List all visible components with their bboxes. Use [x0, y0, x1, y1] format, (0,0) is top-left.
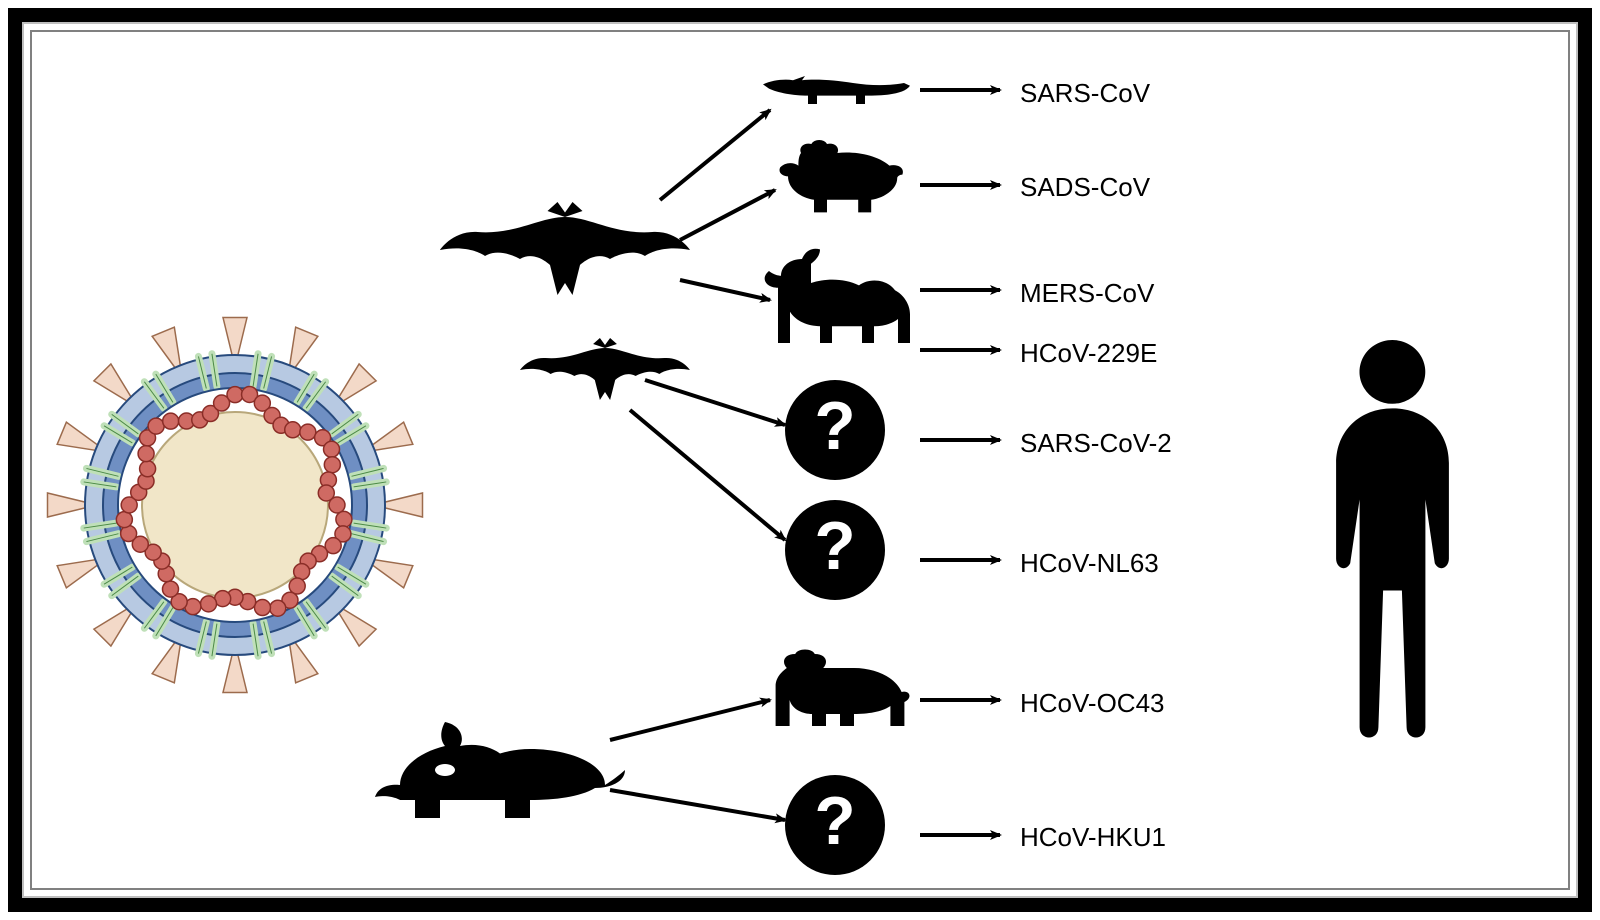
diagram-stage: ? ? ?: [0, 0, 1600, 920]
unknown-host-icon: ?: [785, 775, 885, 875]
label-nl63: HCoV-NL63: [1020, 548, 1159, 579]
label-sars: SARS-CoV: [1020, 78, 1150, 109]
svg-text:?: ?: [814, 509, 855, 584]
label-hku1: HCoV-HKU1: [1020, 822, 1166, 853]
svg-text:?: ?: [814, 784, 855, 859]
bat-silhouette-icon: [440, 202, 690, 295]
camel-silhouette-icon: [765, 249, 910, 343]
svg-text:?: ?: [814, 389, 855, 464]
label-mers: MERS-CoV: [1020, 278, 1154, 309]
label-229e: HCoV-229E: [1020, 338, 1157, 369]
unknown-host-icon: ?: [785, 500, 885, 600]
label-sads: SADS-CoV: [1020, 172, 1150, 203]
unknown-host-icon: ?: [785, 380, 885, 480]
cow-silhouette-icon: [776, 650, 910, 727]
human-silhouette-icon: [1336, 340, 1449, 737]
coronavirus-illustration: [48, 318, 423, 693]
label-sars2: SARS-CoV-2: [1020, 428, 1172, 459]
civet-silhouette-icon: [763, 76, 910, 104]
pig-silhouette-icon: [780, 140, 903, 212]
label-oc43: HCoV-OC43: [1020, 688, 1165, 719]
bat-small-silhouette-icon: [520, 338, 690, 400]
rodent-silhouette-icon: [375, 722, 625, 818]
